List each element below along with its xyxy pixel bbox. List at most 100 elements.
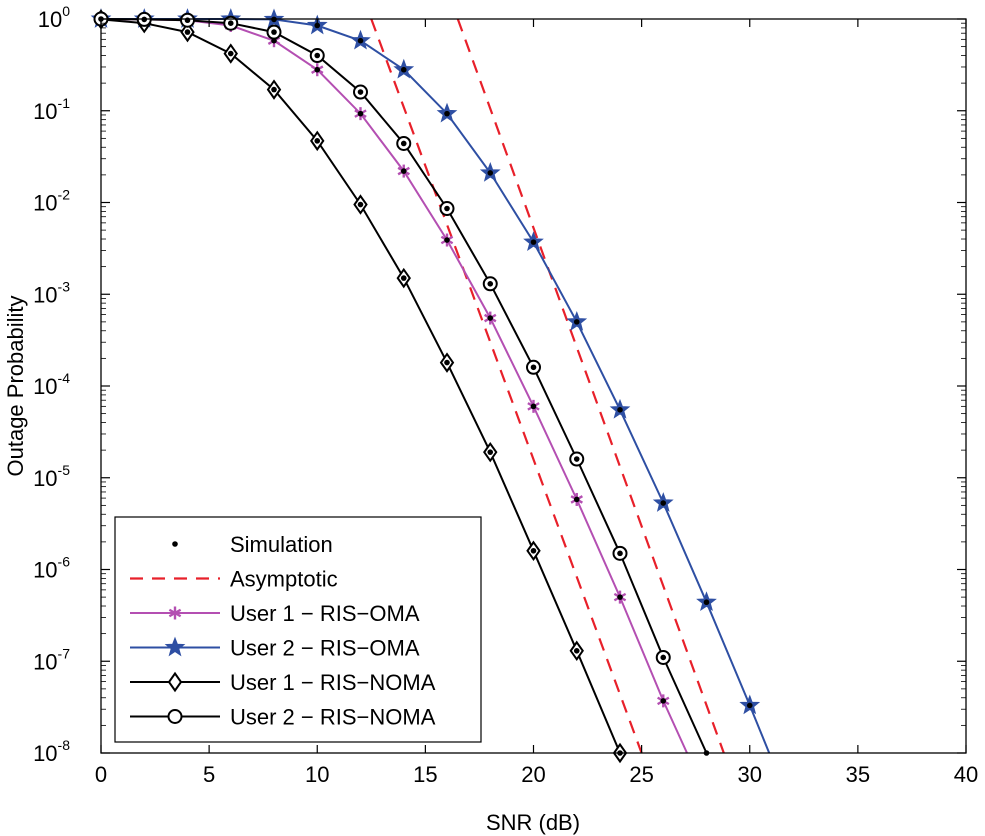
legend-entry: User 1 − RIS−OMA [130, 601, 420, 626]
legend-box [114, 516, 482, 743]
simulation-dot [617, 550, 623, 557]
x-axis-ticks: 0 5 10 15 20 25 30 35 40 [95, 19, 978, 787]
simulation-dot [184, 17, 191, 24]
legend-label: User 1 − RIS−NOMA [230, 670, 436, 695]
simulation-dot [573, 319, 580, 325]
simulation-dot [660, 654, 667, 661]
simulation-dot [271, 29, 277, 35]
x-tick-label: 30 [738, 762, 762, 787]
y-tick-base: 10 [33, 466, 57, 491]
y-tick-exponent: -2 [58, 187, 71, 203]
y-tick-label: 10-4 [33, 370, 70, 399]
x-tick-label: 35 [846, 762, 870, 787]
x-tick-label: 15 [413, 762, 437, 787]
simulation-dot [357, 89, 364, 95]
simulation-dot [357, 37, 364, 44]
y-tick-label: 100 [38, 3, 70, 32]
legend-entry: Asymptotic [130, 567, 338, 592]
plot-series-group [90, 8, 771, 764]
simulation-dot [487, 449, 494, 455]
simulation-dot [400, 275, 407, 281]
simulation-dot [573, 647, 580, 654]
y-tick-label: 10-5 [33, 462, 70, 491]
legend-label: Asymptotic [230, 567, 338, 592]
y-axis-label: Outage Probability [3, 296, 28, 477]
legend-entry: User 2 − RIS−NOMA [130, 705, 436, 730]
y-tick-exponent: -1 [58, 95, 71, 111]
simulation-dot [487, 315, 494, 321]
asymptote-line [456, 18, 725, 754]
simulation-dot [660, 500, 667, 506]
simulation-dot [314, 138, 321, 144]
y-tick-label: 10-6 [33, 554, 70, 583]
legend-label: User 2 − RIS−OMA [230, 636, 420, 661]
y-tick-base: 10 [33, 191, 57, 216]
simulation-dot [444, 205, 450, 212]
simulation-dot [227, 20, 234, 26]
y-tick-base: 10 [33, 99, 57, 124]
y-tick-label: 10-1 [33, 95, 70, 124]
simulation-dot [271, 86, 277, 93]
y-tick-base: 10 [33, 558, 57, 583]
simulation-dot [400, 66, 407, 73]
simulation-dot [617, 407, 623, 413]
y-tick-label: 10-7 [33, 645, 70, 674]
y-tick-exponent: -4 [58, 370, 71, 386]
simulation-dot [530, 547, 537, 554]
legend-label: User 1 − RIS−OMA [230, 601, 420, 626]
y-tick-label: 10-8 [33, 737, 70, 766]
legend-label: User 2 − RIS−NOMA [230, 705, 436, 730]
legend-swatch-marker [167, 709, 183, 724]
simulation-dot [617, 594, 623, 600]
y-tick-exponent: 0 [62, 3, 70, 19]
simulation-dot [227, 50, 234, 57]
y-tick-exponent: -8 [58, 737, 71, 753]
simulation-dot [314, 52, 321, 59]
legend: Simulation Asymptotic User 1 − RIS−OMA User… [114, 516, 482, 743]
simulation-dot [444, 359, 450, 366]
legend-entry: User 2 − RIS−OMA [130, 636, 420, 661]
series-circle [93, 11, 708, 754]
y-tick-exponent: -3 [58, 278, 71, 294]
x-axis-label: SNR (dB) [486, 810, 580, 835]
simulation-dot [444, 110, 450, 117]
y-tick-base: 10 [33, 374, 57, 399]
y-tick-exponent: -7 [58, 645, 71, 661]
simulation-dot [357, 110, 364, 117]
x-tick-label: 0 [95, 762, 107, 787]
simulation-dot [357, 201, 364, 208]
legend-swatch-marker [168, 606, 182, 620]
simulation-dot [660, 698, 667, 704]
simulation-dot [444, 237, 450, 243]
simulation-dot [530, 239, 537, 245]
y-tick-base: 10 [33, 741, 57, 766]
y-tick-exponent: -5 [58, 462, 71, 478]
x-tick-label: 40 [954, 762, 978, 787]
simulation-dot [314, 66, 321, 73]
simulation-dot [573, 456, 580, 462]
x-tick-label: 10 [305, 762, 329, 787]
simulation-dot [184, 29, 191, 35]
simulation-dot [573, 496, 580, 503]
simulation-dot [400, 140, 407, 147]
simulation-dot [487, 170, 494, 176]
x-tick-label: 25 [629, 762, 653, 787]
y-tick-label: 10-2 [33, 187, 70, 216]
simulation-dot [530, 403, 537, 410]
legend-entry: User 1 − RIS−NOMA [130, 670, 436, 695]
legend-swatch-marker [167, 671, 183, 693]
x-tick-label: 5 [203, 762, 215, 787]
simulation-dot [746, 702, 753, 709]
legend-swatch-marker [172, 541, 178, 547]
asterisk-stroke [168, 608, 182, 618]
y-tick-label: 10-3 [33, 278, 70, 307]
y-tick-base: 10 [38, 7, 62, 32]
x-tick-label: 20 [521, 762, 545, 787]
simulation-dot [400, 168, 407, 174]
simulation-dot [487, 280, 494, 287]
y-tick-base: 10 [33, 649, 57, 674]
legend-swatch-marker [164, 636, 186, 657]
legend-label: Simulation [230, 532, 333, 557]
